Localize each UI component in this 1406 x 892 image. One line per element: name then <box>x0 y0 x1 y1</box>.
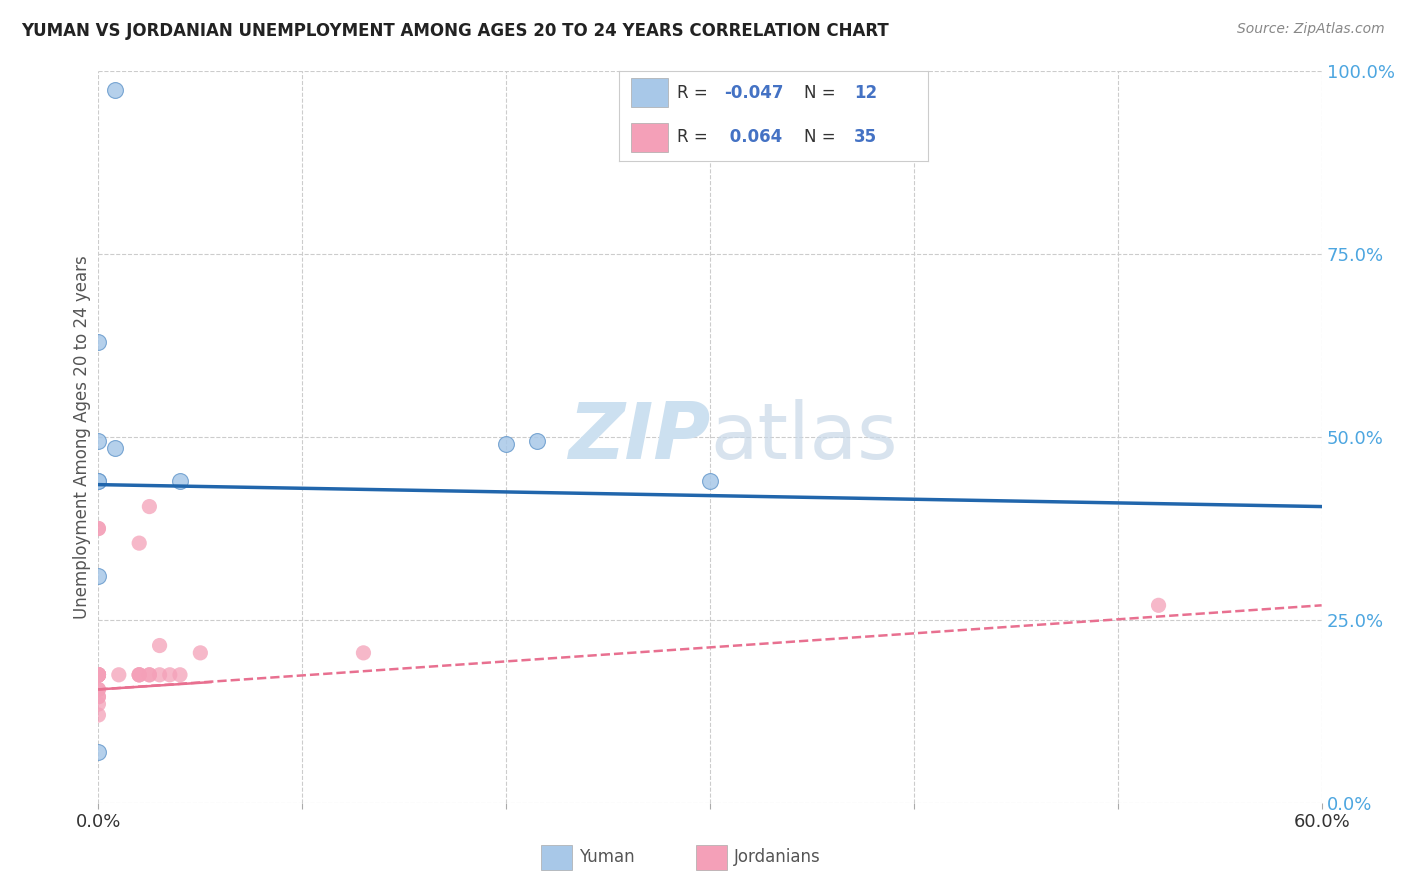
Point <box>159 667 181 681</box>
Text: ZIP: ZIP <box>568 399 710 475</box>
Y-axis label: Unemployment Among Ages 20 to 24 years: Unemployment Among Ages 20 to 24 years <box>73 255 91 619</box>
Text: Yuman: Yuman <box>579 848 636 866</box>
Point <box>1147 599 1170 613</box>
FancyBboxPatch shape <box>631 123 668 152</box>
Point <box>87 667 110 681</box>
Text: N =: N = <box>804 128 841 146</box>
Point <box>128 667 150 681</box>
Point <box>87 569 110 583</box>
Point <box>87 474 110 488</box>
Point <box>104 83 127 97</box>
Point <box>138 667 160 681</box>
Point <box>87 667 110 681</box>
Point <box>108 667 131 681</box>
Text: Jordanians: Jordanians <box>734 848 821 866</box>
Text: 12: 12 <box>853 84 877 102</box>
Point <box>495 437 517 451</box>
Text: R =: R = <box>678 84 713 102</box>
Text: YUMAN VS JORDANIAN UNEMPLOYMENT AMONG AGES 20 TO 24 YEARS CORRELATION CHART: YUMAN VS JORDANIAN UNEMPLOYMENT AMONG AG… <box>21 22 889 40</box>
Text: atlas: atlas <box>710 399 897 475</box>
Point <box>169 474 191 488</box>
Point <box>138 667 160 681</box>
Point <box>87 667 110 681</box>
Point <box>699 474 721 488</box>
Point <box>87 697 110 711</box>
Point <box>87 690 110 704</box>
Text: 0.064: 0.064 <box>724 128 782 146</box>
Point <box>87 667 110 681</box>
Text: N =: N = <box>804 84 841 102</box>
Point <box>87 667 110 681</box>
Point <box>87 434 110 448</box>
Point <box>87 521 110 535</box>
Point <box>87 682 110 697</box>
Point <box>149 667 172 681</box>
Point <box>526 434 548 448</box>
Point <box>138 500 160 514</box>
Point <box>87 667 110 681</box>
Point <box>87 667 110 681</box>
Point <box>87 745 110 759</box>
Point <box>87 334 110 349</box>
Point <box>87 667 110 681</box>
Text: Source: ZipAtlas.com: Source: ZipAtlas.com <box>1237 22 1385 37</box>
Point <box>169 667 191 681</box>
Point <box>87 682 110 697</box>
Point <box>87 521 110 535</box>
Point <box>128 536 150 550</box>
Point <box>87 667 110 681</box>
Point <box>87 474 110 488</box>
Point <box>87 667 110 681</box>
Point <box>352 646 374 660</box>
FancyBboxPatch shape <box>631 78 668 107</box>
Point <box>87 708 110 723</box>
Point <box>104 441 127 455</box>
Point <box>149 639 172 653</box>
Text: R =: R = <box>678 128 713 146</box>
Text: -0.047: -0.047 <box>724 84 783 102</box>
Point <box>128 667 150 681</box>
Point <box>128 667 150 681</box>
Point <box>87 667 110 681</box>
Point <box>87 690 110 704</box>
Point <box>188 646 212 660</box>
Text: 35: 35 <box>853 128 877 146</box>
Point <box>87 667 110 681</box>
